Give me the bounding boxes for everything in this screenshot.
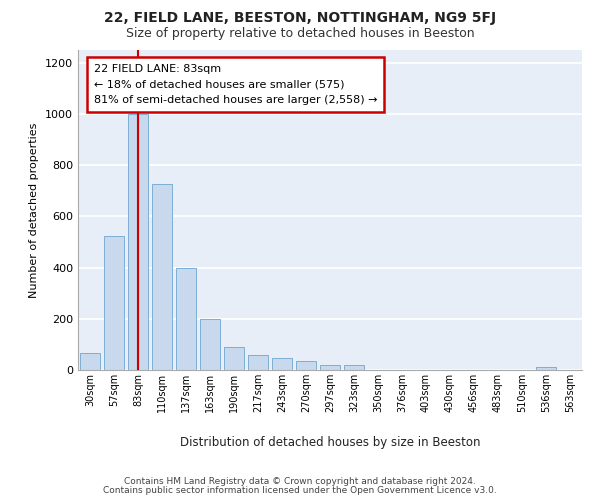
Text: 22, FIELD LANE, BEESTON, NOTTINGHAM, NG9 5FJ: 22, FIELD LANE, BEESTON, NOTTINGHAM, NG9… bbox=[104, 11, 496, 25]
Bar bbox=[104, 236, 124, 370]
Text: Contains public sector information licensed under the Open Government Licence v3: Contains public sector information licen… bbox=[103, 486, 497, 495]
Bar bbox=[272, 358, 292, 370]
Text: Distribution of detached houses by size in Beeston: Distribution of detached houses by size … bbox=[180, 436, 480, 449]
Bar bbox=[296, 361, 316, 370]
Y-axis label: Number of detached properties: Number of detached properties bbox=[29, 122, 40, 298]
Bar bbox=[248, 354, 268, 370]
Bar bbox=[152, 184, 172, 370]
Bar bbox=[224, 347, 244, 370]
Text: Contains HM Land Registry data © Crown copyright and database right 2024.: Contains HM Land Registry data © Crown c… bbox=[124, 477, 476, 486]
Bar bbox=[128, 114, 148, 370]
Bar bbox=[320, 365, 340, 370]
Bar bbox=[536, 368, 556, 370]
Bar bbox=[200, 320, 220, 370]
Bar bbox=[80, 354, 100, 370]
Text: Size of property relative to detached houses in Beeston: Size of property relative to detached ho… bbox=[125, 28, 475, 40]
Bar bbox=[344, 365, 364, 370]
Text: 22 FIELD LANE: 83sqm
← 18% of detached houses are smaller (575)
81% of semi-deta: 22 FIELD LANE: 83sqm ← 18% of detached h… bbox=[94, 64, 377, 106]
Bar bbox=[176, 268, 196, 370]
